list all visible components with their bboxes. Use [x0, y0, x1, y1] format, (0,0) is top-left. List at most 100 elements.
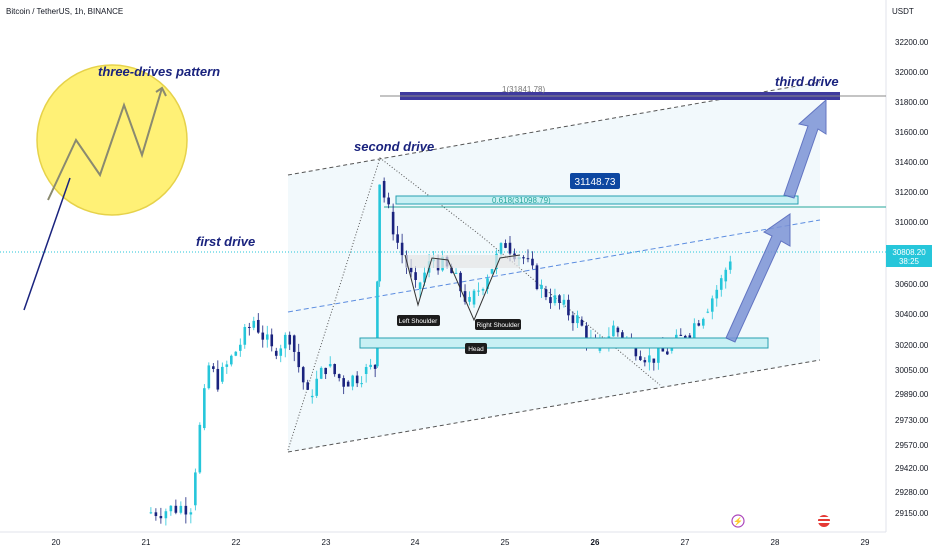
- candle-body: [225, 364, 229, 367]
- arrow-leg-2: [783, 98, 827, 199]
- candle-body: [571, 315, 575, 324]
- candle-body: [400, 242, 404, 256]
- price-callout-text: 31148.73: [575, 177, 616, 188]
- candle-body: [643, 360, 647, 363]
- candle-body: [701, 318, 705, 326]
- candle-body: [306, 382, 310, 390]
- candle-body: [279, 348, 283, 356]
- candle-body: [553, 295, 557, 304]
- price-tick-label: 32200.00: [895, 38, 929, 47]
- candle-body: [261, 332, 265, 340]
- candle-body: [522, 257, 525, 259]
- candle-body: [265, 334, 269, 340]
- candle-body: [179, 505, 183, 513]
- candle-body: [706, 311, 710, 313]
- channel-lower-line: [287, 359, 821, 453]
- left-shoulder-box: [397, 315, 440, 326]
- candle-body: [508, 242, 512, 254]
- arrow-leg-1: [725, 213, 791, 343]
- time-tick-label: 26: [591, 538, 600, 547]
- candle-body: [270, 334, 274, 347]
- candle-body: [212, 366, 215, 369]
- lightning-glyph-icon: ⚡: [733, 516, 743, 526]
- candle-body: [666, 351, 669, 355]
- channel-shading: [288, 82, 820, 452]
- inset-arrow-icon: [155, 86, 167, 97]
- head-label: Head: [468, 346, 484, 353]
- candle-body: [724, 269, 728, 282]
- candle-body: [288, 334, 292, 345]
- candle-body: [274, 350, 278, 356]
- head-box: [465, 343, 487, 354]
- candle-body: [661, 345, 665, 352]
- candle-body: [292, 335, 296, 352]
- third-drive-label: third drive: [775, 74, 839, 89]
- candle-body: [409, 267, 413, 273]
- second-drive-label: second drive: [354, 139, 434, 154]
- candle-body: [319, 367, 323, 379]
- price-tick-label: 29420.00: [895, 464, 929, 473]
- candle-body: [544, 289, 548, 298]
- candle-body: [621, 332, 624, 339]
- candle-body: [247, 326, 251, 328]
- candle-body: [585, 325, 588, 343]
- inset-title: three-drives pattern: [98, 64, 220, 79]
- candle-body: [164, 511, 168, 519]
- candle-body: [477, 290, 480, 292]
- candle-body: [657, 345, 660, 363]
- candle-body: [648, 355, 651, 363]
- candle-body: [238, 344, 242, 351]
- candle-body: [256, 319, 260, 333]
- time-tick-label: 20: [52, 538, 61, 547]
- support-zone: [359, 337, 769, 349]
- event-lightning-icon[interactable]: [731, 514, 745, 528]
- price-tick-label: 31400.00: [895, 158, 929, 167]
- candle-body: [715, 289, 719, 299]
- candle-body: [337, 374, 341, 379]
- candle-body: [333, 364, 336, 375]
- candle-body: [414, 272, 417, 281]
- candle-body: [688, 335, 692, 338]
- symbol-title: Bitcoin / TetherUS, 1h, BINANCE: [6, 7, 123, 16]
- candle-body: [189, 512, 193, 515]
- candle-body: [396, 234, 399, 243]
- candle-body: [576, 315, 579, 324]
- fib-618-label: 0.618(31098.79): [492, 196, 551, 205]
- first-drive-label: first drive: [196, 234, 255, 249]
- candle-body: [301, 367, 305, 383]
- candle-body: [154, 512, 158, 517]
- candle-body: [378, 184, 381, 282]
- candle-body: [540, 284, 543, 290]
- candle-body: [526, 258, 530, 260]
- candle-body: [468, 296, 471, 302]
- candle-body: [710, 298, 714, 312]
- candle-body: [364, 367, 368, 375]
- price-tick-label: 31000.00: [895, 218, 929, 227]
- price-tick-label: 30200.00: [895, 341, 929, 350]
- time-axis[interactable]: 20 21 22 23 24 25 26 27 28 29: [52, 538, 870, 547]
- candle-body: [360, 383, 363, 385]
- candle-body: [450, 266, 453, 274]
- time-tick-label: 29: [861, 538, 870, 547]
- candle-body: [481, 289, 485, 291]
- candle-body: [159, 516, 163, 519]
- candle-body: [310, 395, 314, 398]
- candle-body: [174, 505, 178, 513]
- candle-body: [634, 343, 638, 357]
- price-tick-label: 30400.00: [895, 310, 929, 319]
- candle-body: [728, 261, 732, 270]
- candle-body: [549, 297, 552, 304]
- candle-body: [562, 299, 566, 305]
- price-axis[interactable]: 32200.00 32000.00 31800.00 31600.00 31400.00…: [895, 38, 929, 518]
- inset-pointer-line: [23, 177, 71, 311]
- candle-body: [504, 243, 507, 248]
- resistance-zone: [395, 195, 799, 205]
- candle-body: [580, 319, 584, 326]
- price-tick-label: 31600.00: [895, 128, 929, 137]
- flag-stripe-icon: [818, 521, 830, 523]
- price-tick-label: 32000.00: [895, 68, 929, 77]
- candle-body: [252, 320, 256, 328]
- right-shoulder-box: [475, 319, 521, 330]
- candle-body: [207, 365, 211, 389]
